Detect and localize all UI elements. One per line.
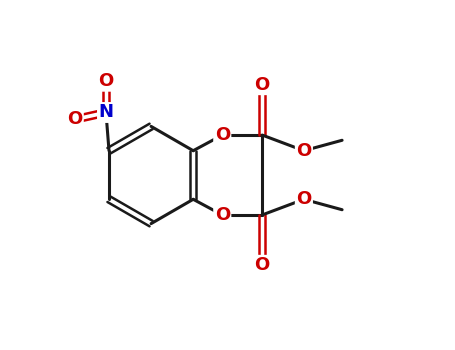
Text: O: O <box>296 190 312 208</box>
Text: O: O <box>215 206 230 224</box>
Text: O: O <box>98 72 114 90</box>
Text: O: O <box>296 142 312 160</box>
Text: O: O <box>255 256 270 274</box>
Text: N: N <box>98 104 113 121</box>
Text: O: O <box>255 76 270 94</box>
Text: O: O <box>67 111 82 128</box>
Text: O: O <box>215 126 230 144</box>
